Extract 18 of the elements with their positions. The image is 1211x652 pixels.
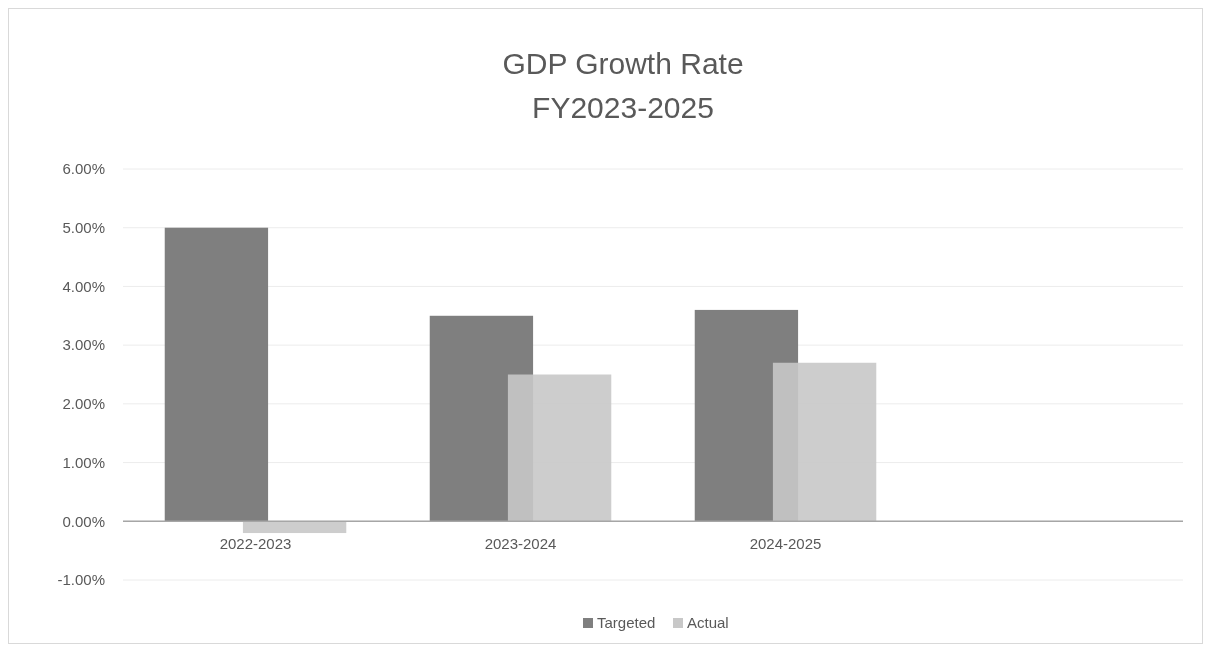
y-tick-label: 0.00%: [62, 512, 105, 530]
y-tick-label: 3.00%: [62, 336, 105, 354]
bar: [772, 362, 877, 522]
bar: [507, 374, 612, 522]
x-tick-label: 2023-2024: [484, 535, 557, 553]
x-tick-label: 2024-2025: [749, 535, 822, 553]
bar: [242, 521, 347, 534]
y-tick-label: 4.00%: [62, 277, 105, 295]
legend-label: Actual: [687, 614, 729, 631]
y-tick-label: 1.00%: [62, 453, 105, 471]
y-tick-label: 5.00%: [62, 218, 105, 236]
y-tick-label: 6.00%: [62, 160, 105, 178]
x-tick-label: 2022-2023: [219, 535, 292, 553]
y-tick-label: 2.00%: [62, 395, 105, 413]
legend-label: Targeted: [597, 614, 656, 631]
bar: [164, 227, 269, 522]
y-tick-label: -1.00%: [57, 571, 105, 589]
chart-title: GDP Growth Rate FY2023-2025: [502, 47, 744, 124]
